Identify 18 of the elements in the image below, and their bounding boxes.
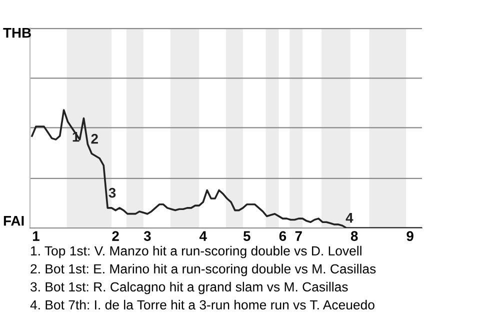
- x-tick-label: 6: [279, 231, 286, 241]
- x-tick-label: 9: [406, 231, 414, 241]
- text: FAI: [4, 216, 24, 226]
- annotation: 3: [108, 188, 116, 198]
- annotation: 4: [346, 213, 354, 223]
- x-tick-label: 3: [144, 231, 151, 241]
- text: 2. Bot 1st: E. Marino hit a run-scoring double vs M. Casillas: [30, 264, 376, 276]
- text: THB: [3, 28, 31, 38]
- text: 3. Bot 1st: R. Calcagno hit a grand slam vs M. Casillas: [30, 282, 348, 294]
- text: 4. Bot 7th: I. de la Torre hit a 3-run home run vs T. Aceuedo: [30, 300, 374, 310]
- x-tick-label: 4: [199, 231, 207, 241]
- x-tick-label: 7: [295, 231, 302, 241]
- annotation: 2: [91, 134, 98, 144]
- x-tick-label: 1: [32, 231, 40, 241]
- x-tick-label: 5: [243, 231, 250, 241]
- x-tick-label: 2: [112, 231, 119, 241]
- x-tick-label: 8: [350, 231, 358, 241]
- text: 1. Top 1st: V. Manzo hit a run-scoring double vs D. Lovell: [31, 246, 362, 258]
